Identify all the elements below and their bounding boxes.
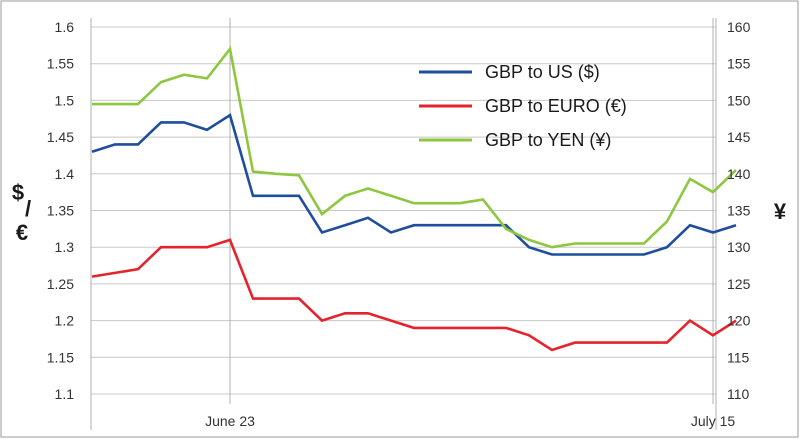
x-tick-label: July 15	[691, 413, 736, 429]
right-tick-label: 160	[727, 19, 751, 35]
legend-label: GBP to US ($)	[485, 62, 600, 82]
legend: GBP to US ($) GBP to EURO (€) GBP to YEN (…	[419, 62, 627, 150]
right-tick-label: 135	[727, 203, 751, 219]
left-tick-label: 1.3	[55, 239, 75, 255]
left-tick-label: 1.1	[55, 386, 75, 402]
left-tick-label: 1.45	[47, 129, 74, 145]
left-tick-label: 1.55	[47, 56, 74, 72]
left-tick-label: 1.4	[55, 166, 75, 182]
left-tick-label: 1.15	[47, 349, 74, 365]
left-axis-label-slash: /	[25, 196, 31, 221]
right-tick-label: 115	[727, 349, 750, 365]
x-tick-label: June 23	[205, 413, 255, 429]
right-tick-label: 155	[727, 56, 751, 72]
series-line-3	[92, 45, 737, 249]
left-axis-label-euro: €	[16, 220, 28, 245]
left-tick-label: 1.5	[55, 92, 75, 108]
left-tick-label: 1.35	[47, 203, 74, 219]
right-tick-label: 140	[727, 166, 751, 182]
left-tick-label: 1.6	[55, 19, 75, 35]
series-line-1	[91, 113, 737, 256]
legend-label: GBP to YEN (¥)	[485, 130, 611, 150]
right-tick-label: 145	[727, 129, 751, 145]
right-tick-label: 150	[727, 92, 751, 108]
left-tick-label: 1.25	[47, 276, 74, 292]
right-axis-label-yen: ¥	[774, 199, 787, 224]
series-lines	[91, 45, 737, 352]
legend-label: GBP to EURO (€)	[485, 96, 627, 116]
right-tick-label: 130	[727, 239, 751, 255]
right-tick-label: 125	[727, 276, 751, 292]
right-tick-label: 110	[727, 386, 750, 402]
series-line-2	[91, 238, 737, 352]
left-axis-label-dollar: $	[12, 180, 24, 205]
left-tick-label: 1.2	[55, 313, 75, 329]
tick-labels: 1.6 1.55 1.5 1.45 1.4 1.35 1.3 1.25 1.2 1.15 1.1 16…	[47, 19, 751, 429]
right-tick-label: 120	[727, 313, 751, 329]
